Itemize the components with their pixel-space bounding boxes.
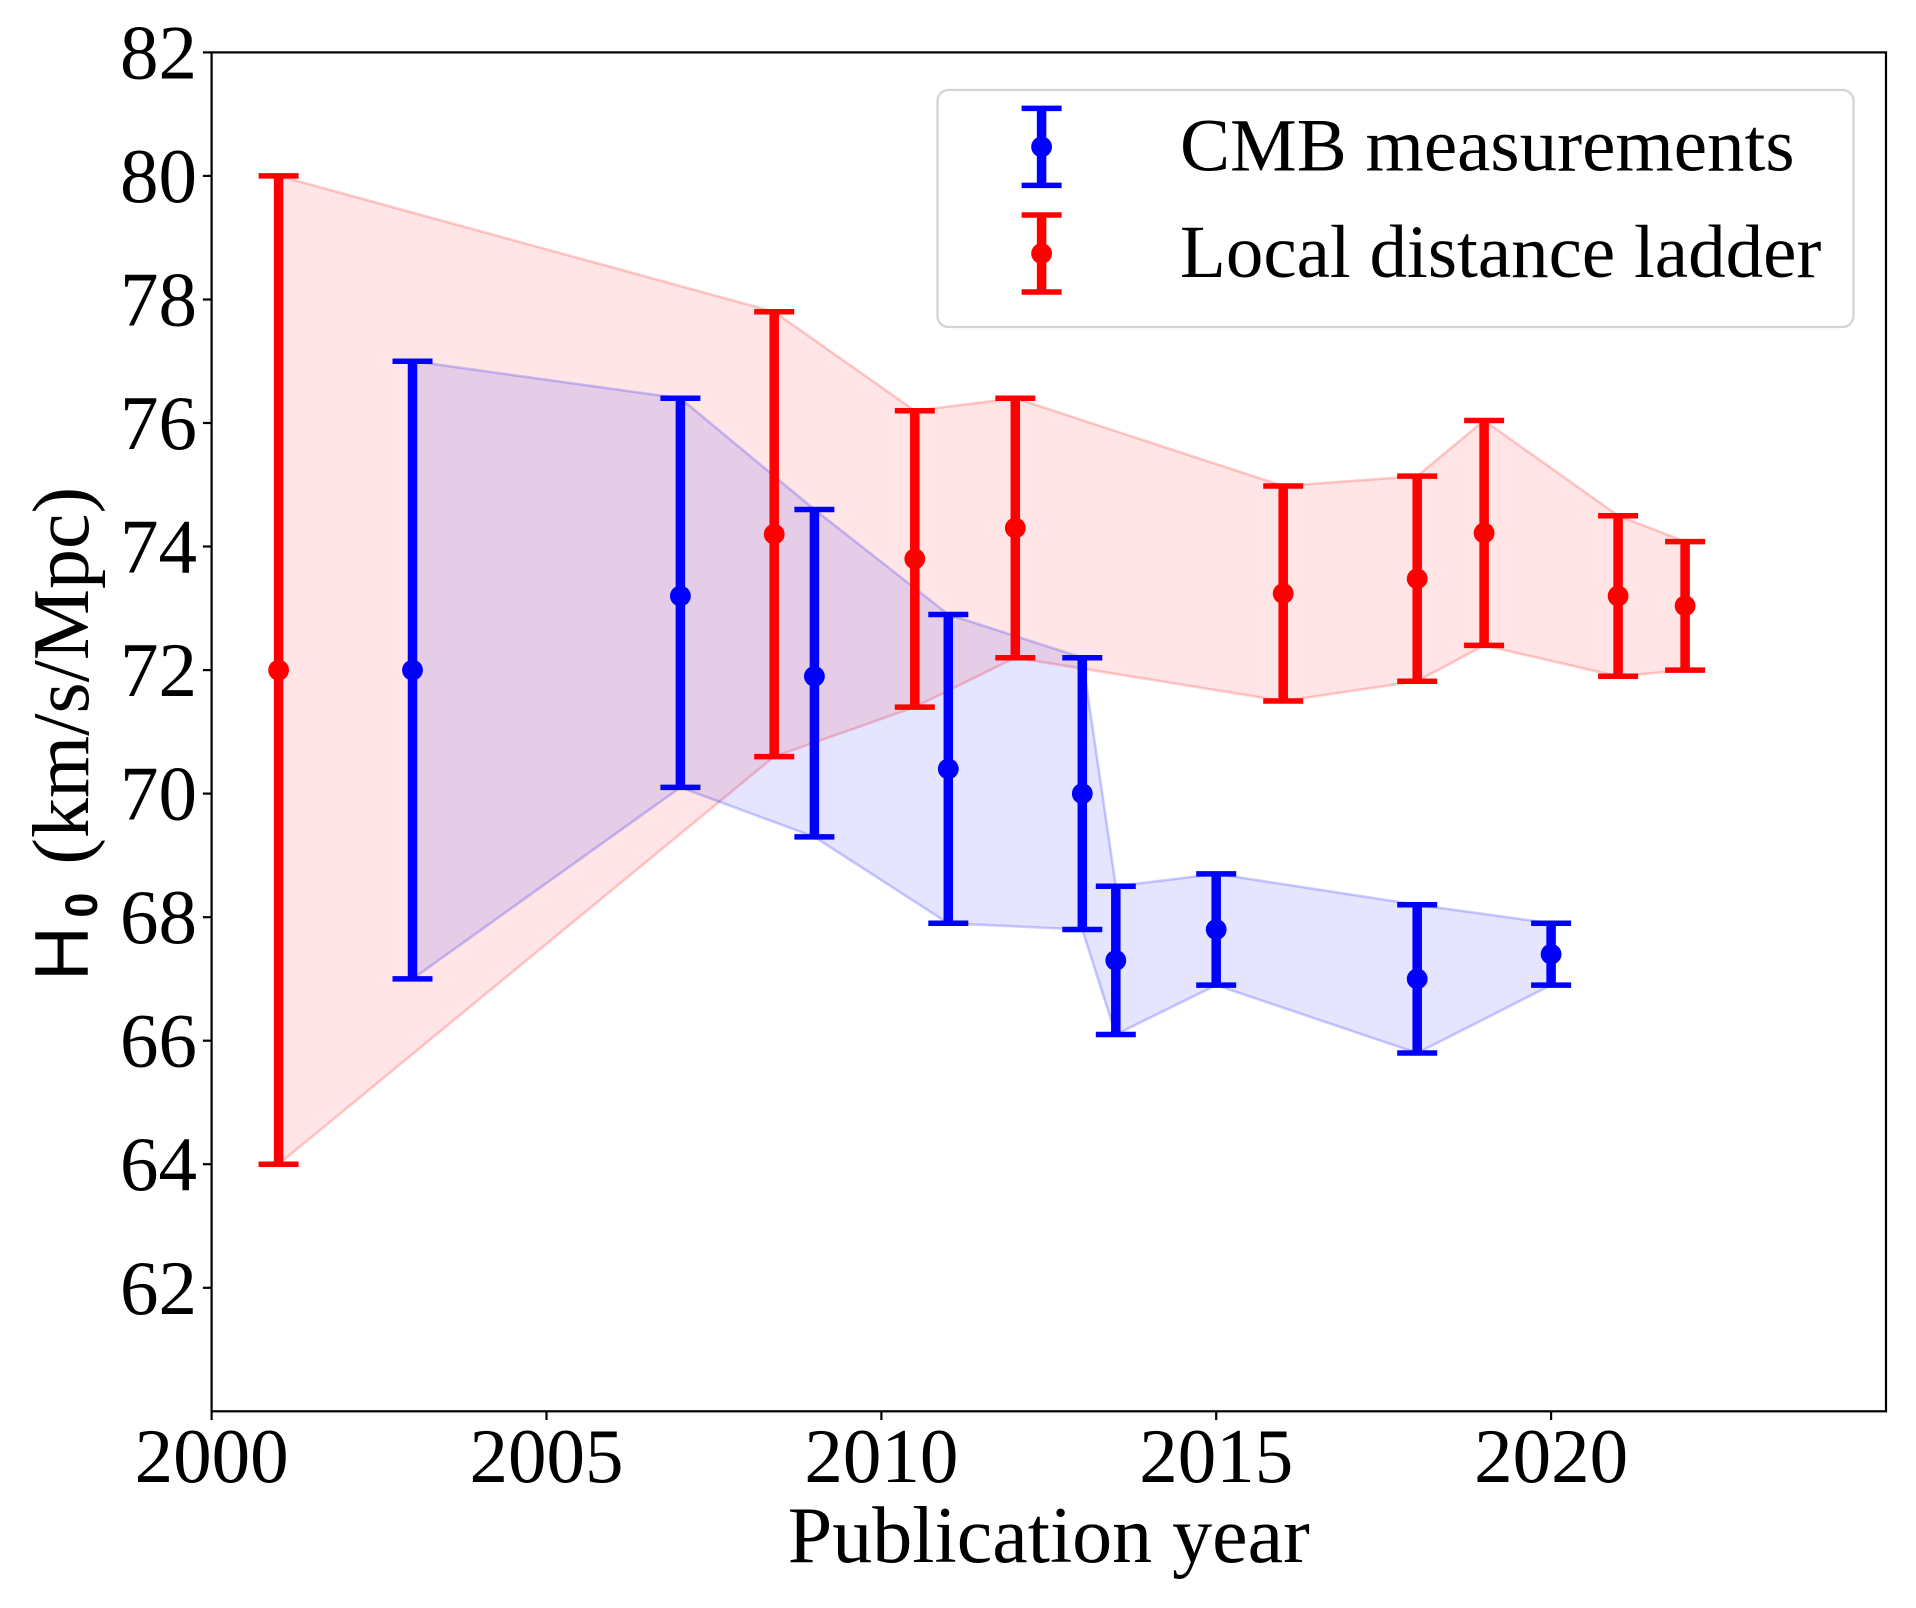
svg-text:2015: 2015	[1139, 1413, 1293, 1499]
svg-text:Publication year: Publication year	[788, 1492, 1310, 1580]
svg-text:64: 64	[120, 1121, 197, 1207]
svg-text:68: 68	[120, 874, 197, 960]
svg-text:Local distance ladder: Local distance ladder	[1180, 211, 1821, 294]
svg-text:(km/s/Mpc): (km/s/Mpc)	[18, 487, 106, 865]
svg-text:80: 80	[120, 133, 197, 219]
svg-text:2005: 2005	[470, 1413, 624, 1499]
svg-text:62: 62	[120, 1245, 197, 1331]
svg-text:0: 0	[56, 893, 107, 918]
svg-text:70: 70	[120, 751, 197, 837]
svg-text:CMB measurements: CMB measurements	[1180, 104, 1795, 187]
svg-text:2020: 2020	[1474, 1413, 1628, 1499]
svg-text:74: 74	[120, 504, 197, 590]
svg-text:76: 76	[120, 380, 197, 466]
svg-text:66: 66	[120, 998, 197, 1084]
svg-text:82: 82	[120, 9, 197, 95]
svg-text:2000: 2000	[135, 1413, 289, 1499]
svg-text:78: 78	[120, 257, 197, 343]
svg-text:72: 72	[120, 627, 197, 713]
svg-text:H: H	[20, 926, 105, 981]
svg-text:2010: 2010	[804, 1413, 958, 1499]
